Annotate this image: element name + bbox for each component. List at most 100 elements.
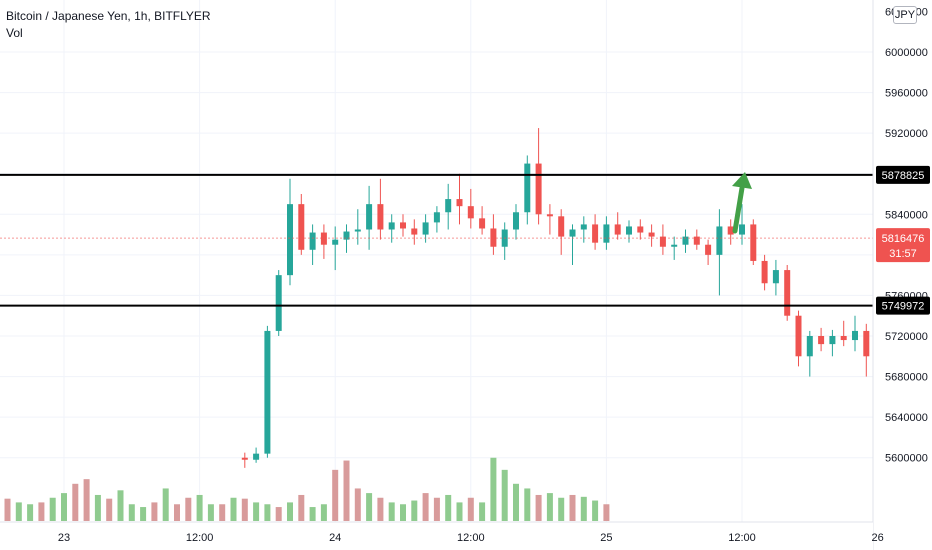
volume-bar [422, 493, 429, 521]
last-price-tag [876, 228, 930, 263]
volume-bar [275, 507, 282, 521]
candle-body [275, 275, 282, 331]
volume-bar [298, 494, 305, 521]
time-tick-label: 12:00 [457, 532, 485, 544]
candle-body [727, 226, 734, 235]
candle-body [739, 224, 745, 235]
level-price-tag [876, 165, 930, 184]
candle-body [580, 224, 587, 230]
candle-body [479, 218, 486, 229]
volume-bar [377, 497, 384, 521]
time-tick-label: 12:00 [728, 532, 756, 544]
volume-bar [94, 494, 101, 521]
candle-body [377, 204, 384, 230]
volume-bar [479, 502, 486, 521]
price-axis[interactable]: 5600000564000056800005720000576000058000… [872, 0, 932, 550]
candle-body [513, 212, 519, 230]
time-tick-label: 25 [600, 532, 612, 544]
price-tick-label: 5960000 [885, 88, 928, 100]
candle-body [467, 206, 474, 219]
candle-body [332, 239, 339, 245]
volume-bar [207, 504, 214, 521]
candle-body [320, 232, 327, 245]
currency-button[interactable]: JPY [893, 6, 917, 24]
volume-bar [117, 490, 124, 521]
volume-bar [49, 497, 56, 521]
candle-body [840, 336, 847, 341]
candle-body [569, 229, 576, 237]
volume-bar [388, 502, 395, 521]
volume-bar [162, 488, 169, 521]
candle-body [614, 224, 621, 235]
candle-body [298, 204, 305, 250]
candle-body [241, 457, 248, 460]
volume-bar [569, 494, 576, 521]
time-axis[interactable]: 002312:002412:002512:002612:002712:00281… [0, 521, 932, 550]
candle-body [253, 453, 260, 460]
time-tick-label: 24 [329, 532, 341, 544]
price-tick-label: 5680000 [885, 372, 928, 384]
volume-bar [185, 497, 192, 521]
volume-bar [174, 504, 180, 521]
level-price-label: 5749972 [882, 301, 925, 313]
candle-body [309, 232, 316, 250]
horizontal-levels[interactable] [0, 173, 873, 307]
candle-body [603, 224, 610, 243]
price-tick-label: 5600000 [885, 453, 928, 465]
volume-bars [4, 457, 610, 521]
last-price-label: 5816476 [882, 233, 925, 245]
volume-bar [592, 500, 599, 521]
candle-body [795, 315, 802, 357]
time-tick-label: 26 [871, 532, 883, 544]
candle-body [433, 212, 440, 223]
volume-bar [343, 460, 350, 521]
candle-body [852, 330, 858, 341]
volume-bar [603, 504, 610, 521]
volume-bar [433, 497, 440, 521]
candle-body [659, 236, 666, 247]
volume-bar [332, 469, 339, 521]
time-tick-label: 12:00 [186, 532, 214, 544]
volume-bar [61, 493, 67, 521]
volume-bar [253, 502, 260, 521]
candle-body [772, 270, 779, 284]
arrow-head [732, 172, 752, 189]
candle-body [750, 224, 757, 261]
candle-body [637, 226, 644, 233]
candle-body [366, 204, 373, 230]
candle-body [388, 222, 395, 230]
candle-body [863, 330, 870, 357]
volume-bar [411, 500, 418, 521]
time-tick-label: 23 [58, 532, 70, 544]
candle-body [524, 163, 531, 213]
price-tick-label: 5920000 [885, 128, 928, 140]
volume-bar [196, 494, 203, 521]
candle-body [693, 236, 700, 245]
candle-body [818, 336, 825, 345]
volume-bar [320, 504, 327, 521]
volume-bar [15, 502, 22, 521]
chart-title: Bitcoin / Japanese Yen, 1h, BITFLYER [6, 9, 211, 23]
candle-body [716, 226, 723, 255]
candle-body [264, 330, 271, 454]
volume-bar [4, 498, 11, 521]
up-arrow-icon[interactable] [732, 172, 752, 234]
price-tick-label: 5640000 [885, 412, 928, 424]
candle-body [546, 214, 553, 217]
candle-body [287, 204, 293, 276]
candle-body [343, 231, 350, 240]
volume-label: Vol [6, 26, 23, 40]
candle-body [422, 222, 429, 235]
volume-bar [230, 497, 237, 521]
volume-bar [400, 504, 406, 521]
volume-bar [445, 494, 452, 521]
axis-background [873, 0, 932, 550]
candle-body [400, 222, 406, 229]
candle-body [829, 336, 836, 345]
volume-bar [467, 497, 474, 521]
candle-body [784, 270, 791, 316]
volume-bar [309, 507, 316, 521]
volume-bar [535, 494, 542, 521]
countdown-label: 31:57 [889, 248, 917, 260]
